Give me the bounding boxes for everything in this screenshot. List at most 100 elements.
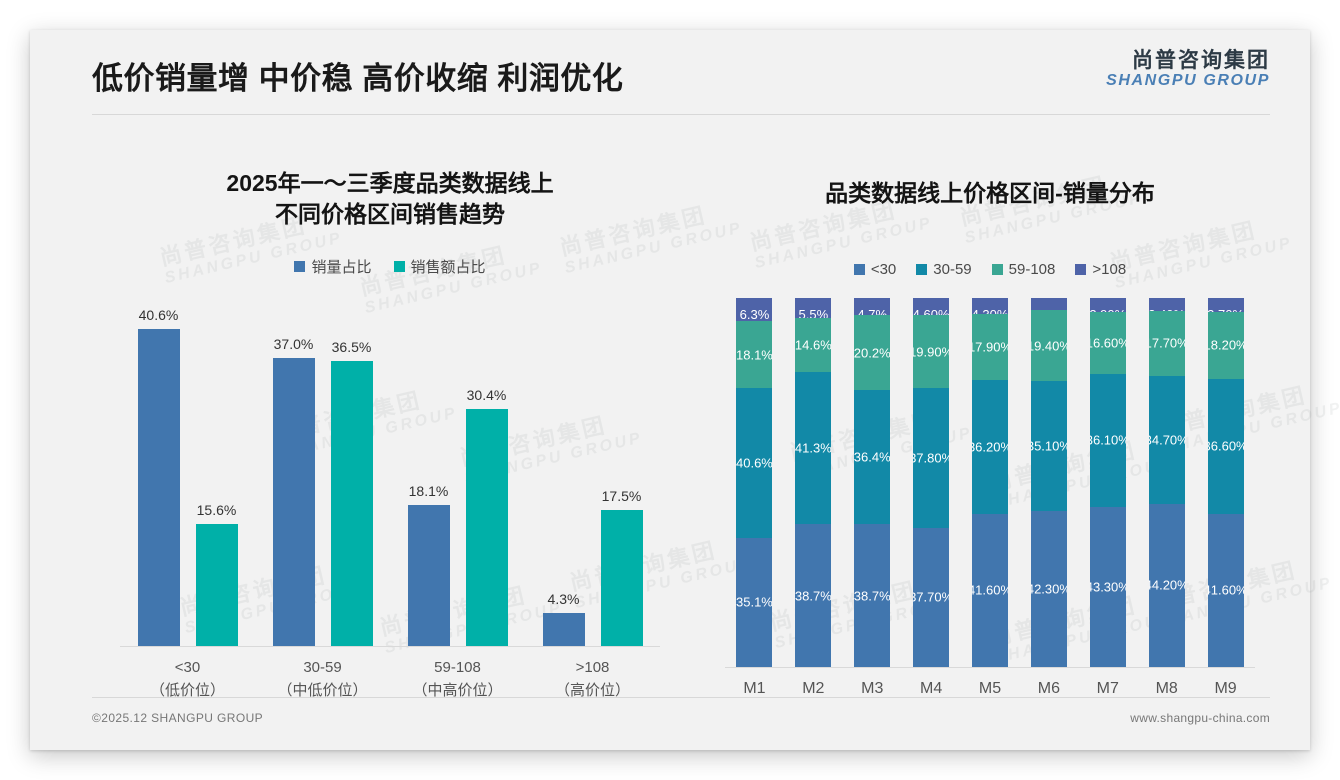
stack-segment[interactable]: 35.1%	[736, 537, 773, 668]
stack-segment-value-label: 42.30%	[1031, 581, 1067, 597]
bar-column[interactable]: 15.6%	[195, 295, 238, 647]
stack-segment[interactable]: 3.40%	[1148, 298, 1185, 311]
x-axis-category-sublabel: （高价位）	[554, 681, 630, 699]
stack-segment[interactable]: 36.60%	[1207, 378, 1244, 514]
stack-segment[interactable]: 18.1%	[736, 321, 773, 388]
stack-segment-value-label: 20.2%	[854, 345, 891, 361]
stack-segment[interactable]: 19.90%	[913, 315, 950, 389]
stack-segment[interactable]: 37.80%	[913, 388, 950, 528]
legend-item-left-1[interactable]: 销售额占比	[393, 256, 486, 277]
bar[interactable]	[465, 408, 508, 647]
stack-segment[interactable]: 17.90%	[972, 313, 1008, 380]
stack-segment[interactable]: 44.20%	[1148, 503, 1185, 668]
stack-segment[interactable]: 3.90%	[1089, 298, 1126, 313]
legend-item-right-0[interactable]: <30	[853, 261, 896, 278]
stack-segment[interactable]: 37.70%	[913, 527, 950, 668]
stack-segment[interactable]: 4.60%	[913, 298, 950, 316]
stack-segment-value-label: 18.1%	[736, 347, 773, 363]
right-chart-title: 品类数据线上价格区间-销量分布	[825, 180, 1155, 206]
left-chart-panel: 2025年一～三季度品类数据线上 不同价格区间销售趋势 销量占比 销售额占比 40…	[90, 130, 690, 710]
stack-segment[interactable]: 38.7%	[795, 524, 832, 668]
stack-segment-value-label: 34.70%	[1149, 432, 1185, 448]
bar[interactable]	[542, 612, 585, 647]
legend-label: 销量占比	[311, 259, 372, 277]
stack-segment[interactable]: 14.6%	[795, 318, 832, 373]
stack-segment[interactable]: 4.7%	[854, 298, 891, 316]
bar-column[interactable]: 17.5%	[600, 295, 643, 647]
stack-segment[interactable]: 17.70%	[1148, 310, 1185, 376]
bar[interactable]	[330, 361, 373, 647]
stack-segment[interactable]: 41.60%	[1207, 513, 1244, 668]
stacked-bar[interactable]: 6.3% 18.1% 40.6% 35.1%	[736, 298, 773, 668]
legend-item-left-0[interactable]: 销量占比	[294, 256, 372, 277]
stack-segment[interactable]: 18.20%	[1207, 311, 1244, 379]
bar[interactable]	[600, 509, 643, 647]
stack-segment[interactable]: 42.30%	[1030, 510, 1067, 668]
bar-column[interactable]: 36.5%	[330, 295, 373, 647]
stack-segment-value-label: 36.10%	[1090, 432, 1126, 448]
stack-segment[interactable]: 16.60%	[1089, 312, 1126, 374]
stack-segment-value-label: 19.40%	[1031, 338, 1067, 354]
stacked-bar[interactable]: 3.90% 16.60% 36.10% 43.30%	[1089, 298, 1126, 667]
stack-segment-value-label: 41.60%	[972, 582, 1008, 598]
bar-column[interactable]: 40.6%	[137, 295, 180, 647]
stacked-bar[interactable]: 3.70% 18.20% 36.60% 41.60%	[1207, 298, 1244, 668]
stack-segment[interactable]: 20.2%	[854, 315, 891, 390]
bar-value-label: 36.5%	[331, 339, 372, 356]
logo-english-text: SHANGPU GROUP	[1106, 72, 1270, 90]
x-axis-month-label: M2	[802, 680, 825, 698]
legend-label: 30-59	[933, 261, 972, 279]
stack-segment[interactable]: 6.3%	[736, 298, 773, 322]
legend-item-right-2[interactable]: 59-108	[991, 261, 1055, 278]
bar[interactable]	[407, 504, 450, 647]
bar-column[interactable]: 18.1%	[407, 295, 450, 647]
stack-segment[interactable]: 40.6%	[736, 387, 773, 538]
stack-segment[interactable]: 5.5%	[795, 298, 832, 319]
stack-segment-value-label: 35.10%	[1031, 438, 1067, 454]
stack-segment[interactable]: 3.20%	[1030, 298, 1067, 310]
stack-segment-value-label: 16.60%	[1090, 335, 1126, 351]
x-axis-category-sublabel: （中低价位）	[277, 681, 368, 699]
stack-segment[interactable]: 4.30%	[972, 298, 1008, 314]
stack-segment[interactable]: 38.7%	[854, 524, 891, 668]
stack-segment[interactable]: 36.4%	[854, 389, 891, 525]
stacked-bar[interactable]: 4.60% 19.90% 37.80% 37.70%	[913, 298, 950, 668]
stack-segment[interactable]: 19.40%	[1030, 309, 1067, 382]
legend-item-right-3[interactable]: >108	[1075, 261, 1126, 278]
stack-segment-value-label: 36.20%	[972, 439, 1008, 455]
bar[interactable]	[272, 357, 315, 647]
page-title: 低价销量增 中价稳 高价收缩 利润优化	[92, 61, 624, 96]
stacked-bar[interactable]: 5.5% 14.6% 41.3% 38.7%	[795, 298, 832, 668]
x-axis-month-label: M3	[861, 680, 884, 698]
x-axis-category-range: 30-59	[303, 659, 342, 677]
legend-color-swatch-icon	[393, 261, 405, 273]
stacked-bar[interactable]: 3.40% 17.70% 34.70% 44.20%	[1148, 298, 1185, 668]
bar-column[interactable]: 37.0%	[272, 295, 315, 647]
x-axis-category-label: 30-59 （中低价位）	[255, 657, 390, 702]
bar-group: 37.0% 36.5%	[255, 295, 390, 647]
x-axis-category-range: >108	[575, 659, 610, 677]
stack-segment[interactable]: 35.10%	[1030, 381, 1067, 511]
stack-segment-value-label: 17.70%	[1149, 335, 1185, 351]
stack-segment[interactable]: 34.70%	[1148, 375, 1185, 504]
stack-segment[interactable]: 41.3%	[795, 372, 832, 525]
x-axis-category-label: >108 （高价位）	[525, 657, 660, 702]
bar-value-label: 18.1%	[408, 482, 449, 499]
bar-column[interactable]: 4.3%	[542, 295, 585, 647]
stacked-bar[interactable]: 4.30% 17.90% 36.20% 41.60%	[972, 298, 1008, 668]
stack-segment[interactable]: 43.30%	[1089, 506, 1126, 667]
bar[interactable]	[137, 329, 180, 647]
legend-color-swatch-icon	[294, 261, 306, 273]
bar[interactable]	[195, 524, 238, 647]
stack-segment[interactable]: 41.60%	[972, 513, 1008, 668]
stacked-bar[interactable]: 4.7% 20.2% 36.4% 38.7%	[854, 298, 891, 668]
x-axis-month-label: M5	[978, 680, 1002, 698]
legend-color-swatch-icon	[1075, 264, 1087, 276]
stack-segment[interactable]: 36.20%	[972, 379, 1008, 514]
stacked-bar[interactable]: 3.20% 19.40% 35.10% 42.30%	[1030, 298, 1067, 668]
bar-column[interactable]: 30.4%	[465, 295, 508, 647]
stack-segment[interactable]: 3.70%	[1207, 298, 1244, 312]
legend-item-right-1[interactable]: 30-59	[916, 261, 972, 279]
stack-segment[interactable]: 36.10%	[1089, 373, 1126, 507]
stack-segment-value-label: 37.80%	[913, 450, 949, 466]
